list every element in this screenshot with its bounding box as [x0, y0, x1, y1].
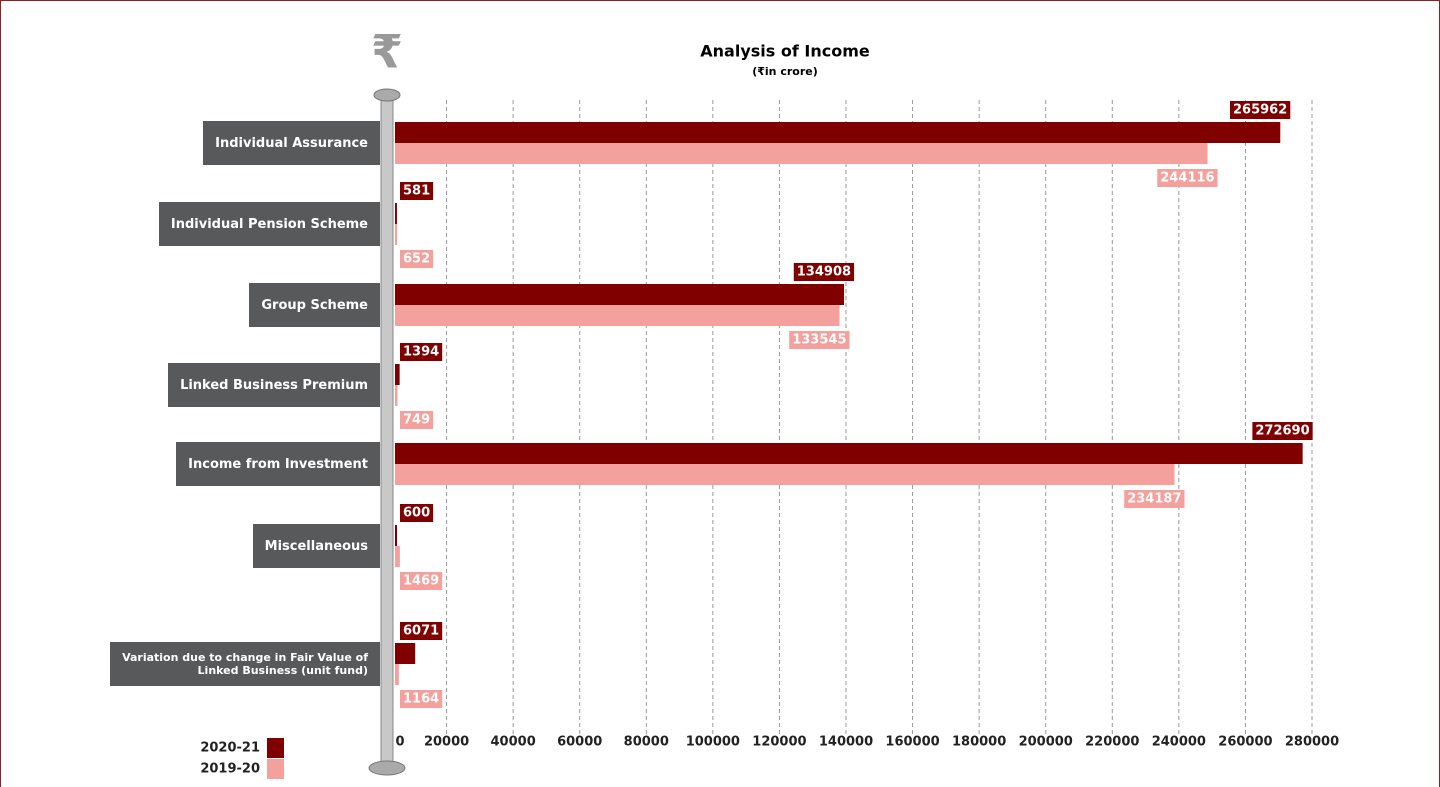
x-tick-label: 0 — [395, 735, 404, 750]
bar — [395, 664, 399, 685]
bar — [395, 364, 400, 385]
category-label: Group Scheme — [249, 283, 380, 327]
rupee-icon: ₹ — [371, 25, 403, 79]
x-tick-label: 80000 — [624, 735, 669, 750]
value-label-bg — [1157, 169, 1218, 187]
value-label: 244116 — [1160, 171, 1214, 186]
legend-swatch — [267, 738, 284, 758]
x-tick-label: 20000 — [424, 735, 469, 750]
chart-subtitle: (₹in crore) — [752, 65, 818, 78]
value-label-bg — [400, 343, 443, 361]
value-label: 265962 — [1233, 103, 1287, 118]
value-label-bg — [793, 263, 855, 281]
chart-title: Analysis of Income — [700, 42, 870, 61]
value-label-bg — [400, 182, 434, 200]
value-label: 749 — [403, 413, 430, 428]
x-tick-label: 140000 — [819, 735, 873, 750]
category-label: Variation due to change in Fair Value of… — [110, 642, 380, 686]
category-label: Individual Pension Scheme — [158, 202, 380, 246]
x-tick-label: 60000 — [557, 735, 602, 750]
x-tick-label: 200000 — [1019, 735, 1073, 750]
x-tick-label: 40000 — [491, 735, 536, 750]
bar — [395, 305, 840, 326]
pole-base — [368, 760, 406, 776]
bar — [395, 122, 1281, 143]
x-tick-label: 100000 — [686, 735, 740, 750]
legend-label: 2019-20 — [200, 762, 260, 777]
legend-label: 2020-21 — [200, 741, 260, 756]
value-label-bg — [400, 504, 434, 522]
bar — [395, 224, 398, 245]
value-label-bg — [400, 690, 443, 708]
bar — [395, 284, 845, 305]
value-label: 134908 — [797, 265, 851, 280]
value-label-bg — [400, 411, 434, 429]
category-label: Linked Business Premium — [168, 363, 380, 407]
value-label: 234187 — [1127, 492, 1181, 507]
value-label: 6071 — [403, 624, 439, 639]
value-label: 133545 — [792, 333, 846, 348]
bar — [395, 385, 398, 406]
bar — [395, 203, 397, 224]
category-label: Income from Investment — [176, 442, 380, 486]
bar — [395, 525, 397, 546]
x-tick-label: 220000 — [1085, 735, 1139, 750]
bar — [395, 643, 416, 664]
value-label-bg — [1252, 422, 1313, 440]
value-label: 1394 — [403, 345, 439, 360]
bar — [395, 546, 400, 567]
bar — [395, 443, 1303, 464]
value-label-bg — [1124, 490, 1185, 508]
x-tick-label: 260000 — [1218, 735, 1272, 750]
x-tick-label: 180000 — [952, 735, 1006, 750]
value-label: 1164 — [403, 692, 439, 707]
pole-knob — [373, 88, 401, 102]
value-label-bg — [400, 572, 443, 590]
value-label: 581 — [403, 184, 430, 199]
x-tick-label: 240000 — [1152, 735, 1206, 750]
x-tick-label: 160000 — [885, 735, 939, 750]
value-label: 600 — [403, 506, 430, 521]
pole — [380, 94, 394, 766]
category-label: Miscellaneous — [252, 524, 380, 568]
value-label: 652 — [403, 252, 430, 267]
bar — [395, 464, 1175, 485]
x-tick-label: 280000 — [1285, 735, 1339, 750]
value-label-bg — [400, 622, 443, 640]
value-label: 1469 — [403, 574, 439, 589]
x-tick-label: 120000 — [752, 735, 806, 750]
value-label: 272690 — [1255, 424, 1309, 439]
value-label-bg — [789, 331, 850, 349]
value-label-bg — [1229, 101, 1291, 119]
category-label: Individual Assurance — [203, 121, 380, 165]
value-label-bg — [400, 250, 434, 268]
bar — [395, 143, 1208, 164]
legend-swatch — [267, 759, 284, 779]
